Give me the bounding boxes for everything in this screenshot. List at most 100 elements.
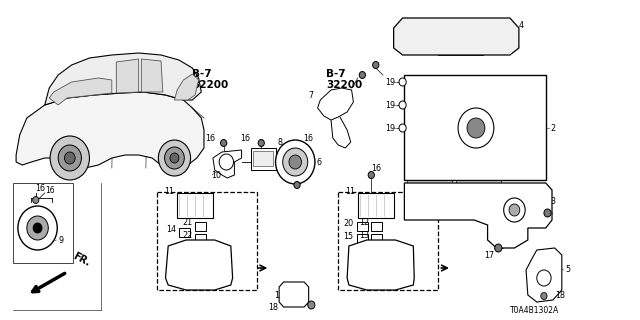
Circle shape <box>65 152 75 164</box>
Polygon shape <box>213 150 241 178</box>
Circle shape <box>158 140 191 176</box>
Text: 18: 18 <box>555 292 564 300</box>
Text: 2: 2 <box>550 124 556 132</box>
Polygon shape <box>49 78 112 105</box>
Bar <box>456 175 501 183</box>
Circle shape <box>504 198 525 222</box>
Text: 10: 10 <box>211 171 221 180</box>
Polygon shape <box>45 53 202 105</box>
Text: 16: 16 <box>205 133 214 142</box>
Circle shape <box>33 196 39 204</box>
Bar <box>404 75 546 180</box>
Circle shape <box>58 145 81 171</box>
Bar <box>410 80 540 175</box>
Text: 5: 5 <box>565 266 570 275</box>
Circle shape <box>544 209 551 217</box>
Bar <box>357 234 368 243</box>
Circle shape <box>50 136 90 180</box>
Bar <box>179 228 189 237</box>
Bar <box>250 148 276 170</box>
Circle shape <box>399 78 406 86</box>
Text: 12: 12 <box>360 218 369 227</box>
Circle shape <box>467 118 485 138</box>
Circle shape <box>509 204 520 216</box>
Polygon shape <box>279 282 308 307</box>
Text: 1: 1 <box>274 291 279 300</box>
Text: 11: 11 <box>345 187 355 196</box>
Bar <box>253 151 273 166</box>
Text: T0A4B1302A: T0A4B1302A <box>510 306 559 315</box>
Text: 13: 13 <box>360 230 369 239</box>
Circle shape <box>283 148 308 176</box>
Circle shape <box>221 140 227 147</box>
Bar <box>371 234 382 243</box>
Circle shape <box>276 140 315 184</box>
Polygon shape <box>526 248 562 302</box>
Text: 3: 3 <box>550 196 556 205</box>
Circle shape <box>399 124 406 132</box>
Text: 14: 14 <box>166 225 176 234</box>
Text: 20: 20 <box>343 219 353 228</box>
Polygon shape <box>141 59 163 92</box>
Circle shape <box>537 270 551 286</box>
Polygon shape <box>166 240 232 290</box>
Text: 7: 7 <box>308 91 313 100</box>
Bar <box>179 250 223 282</box>
Bar <box>358 193 394 218</box>
Text: FR.: FR. <box>72 251 92 268</box>
Text: 6: 6 <box>317 157 322 166</box>
Text: 17: 17 <box>484 251 495 260</box>
Circle shape <box>368 172 374 179</box>
Text: 16: 16 <box>45 186 54 195</box>
Polygon shape <box>116 59 139 93</box>
Text: 16: 16 <box>241 133 250 142</box>
Circle shape <box>289 155 301 169</box>
Text: B-7
32200: B-7 32200 <box>192 68 228 90</box>
Text: 8: 8 <box>277 138 282 147</box>
Text: 21: 21 <box>182 218 193 227</box>
Polygon shape <box>404 183 552 248</box>
Circle shape <box>33 223 42 233</box>
Text: 9: 9 <box>58 236 63 244</box>
Polygon shape <box>317 88 353 120</box>
Polygon shape <box>394 18 519 55</box>
Polygon shape <box>175 74 198 100</box>
Bar <box>157 192 257 290</box>
Text: 22: 22 <box>182 230 193 239</box>
Text: 16: 16 <box>371 164 381 172</box>
Polygon shape <box>16 92 204 168</box>
Bar <box>13 183 74 263</box>
Circle shape <box>458 108 494 148</box>
Text: 19: 19 <box>385 100 396 109</box>
Bar <box>371 222 382 231</box>
Bar <box>357 222 368 231</box>
Text: 19: 19 <box>385 124 396 132</box>
Polygon shape <box>347 240 414 290</box>
Bar <box>195 234 206 243</box>
Text: 18: 18 <box>268 303 278 313</box>
Bar <box>358 250 404 282</box>
Text: B-7
32200: B-7 32200 <box>326 68 363 90</box>
Circle shape <box>294 181 300 188</box>
Text: 15: 15 <box>343 231 353 241</box>
Bar <box>195 222 206 231</box>
Text: 19: 19 <box>385 77 396 86</box>
Circle shape <box>359 71 365 78</box>
Text: 16: 16 <box>35 183 45 193</box>
Bar <box>438 42 483 55</box>
Text: 16: 16 <box>303 133 313 142</box>
Circle shape <box>372 61 379 68</box>
Bar <box>177 193 213 218</box>
Circle shape <box>541 292 547 300</box>
Circle shape <box>170 153 179 163</box>
Circle shape <box>308 301 315 309</box>
Bar <box>407 175 452 183</box>
Circle shape <box>219 154 234 170</box>
Circle shape <box>27 216 48 240</box>
Circle shape <box>18 206 57 250</box>
Text: 4: 4 <box>519 20 524 29</box>
Circle shape <box>258 140 264 147</box>
Circle shape <box>399 101 406 109</box>
Bar <box>285 285 292 303</box>
Circle shape <box>495 244 502 252</box>
